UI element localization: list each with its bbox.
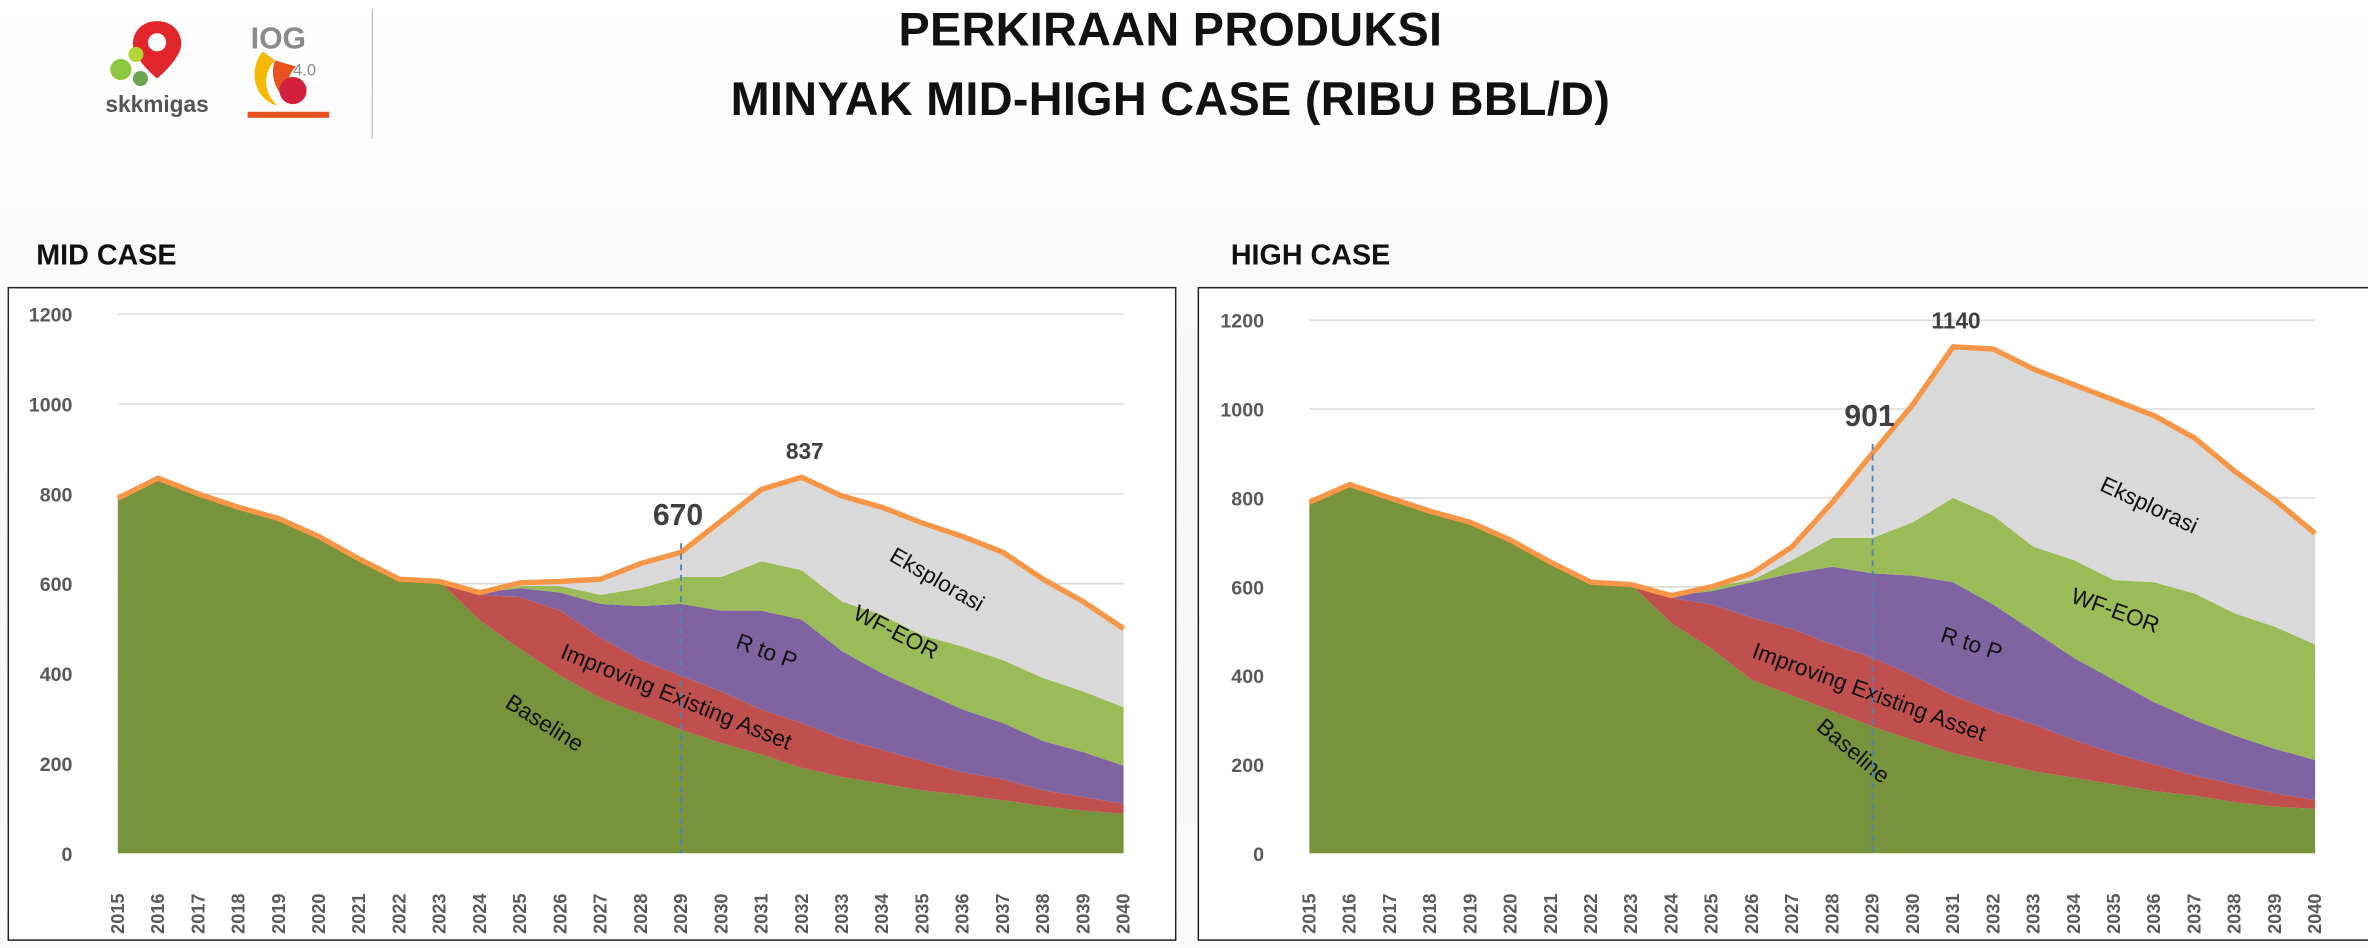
x-tick-label: 2031 bbox=[752, 894, 772, 934]
annotation-label: 670 bbox=[653, 499, 703, 532]
x-tick-label: 2039 bbox=[1073, 894, 1093, 934]
x-tick-label: 2025 bbox=[1702, 894, 1722, 934]
x-tick-label: 2023 bbox=[1621, 894, 1641, 934]
y-tick-label: 0 bbox=[1253, 844, 1264, 866]
x-tick-label: 2016 bbox=[1340, 894, 1360, 934]
x-tick-label: 2019 bbox=[1460, 894, 1480, 934]
x-tick-label: 2040 bbox=[1114, 894, 1134, 934]
y-tick-label: 1000 bbox=[29, 395, 73, 417]
x-tick-label: 2024 bbox=[470, 894, 490, 934]
x-tick-label: 2036 bbox=[2144, 894, 2164, 934]
x-tick-label: 2015 bbox=[108, 894, 128, 934]
x-tick-label: 2017 bbox=[1380, 894, 1400, 934]
skkmigas-logo: skkmigas bbox=[100, 18, 215, 124]
x-tick-label: 2026 bbox=[1742, 894, 1762, 934]
y-tick-label: 200 bbox=[40, 754, 73, 776]
mid-case-title: MID CASE bbox=[36, 240, 176, 273]
x-tick-label: 2018 bbox=[229, 894, 249, 934]
x-tick-label: 2026 bbox=[550, 894, 570, 934]
skkmigas-pin-icon bbox=[100, 18, 215, 94]
x-tick-label: 2028 bbox=[631, 894, 651, 934]
x-tick-label: 2029 bbox=[671, 894, 691, 934]
x-tick-label: 2022 bbox=[1581, 894, 1601, 934]
y-tick-label: 1200 bbox=[29, 305, 73, 327]
x-tick-label: 2031 bbox=[1943, 894, 1963, 934]
page-title-line1: PERKIRAAN PRODUKSI bbox=[574, 3, 1767, 57]
page-title-line2: MINYAK MID-HIGH CASE (RIBU BBL/D) bbox=[574, 72, 1767, 126]
x-tick-label: 2023 bbox=[430, 894, 450, 934]
x-tick-label: 2028 bbox=[1822, 894, 1842, 934]
x-tick-label: 2019 bbox=[269, 894, 289, 934]
y-tick-label: 400 bbox=[1231, 666, 1264, 688]
high-case-title: HIGH CASE bbox=[1231, 240, 1390, 273]
y-tick-label: 600 bbox=[40, 574, 73, 596]
x-tick-label: 2036 bbox=[953, 894, 973, 934]
x-tick-label: 2033 bbox=[832, 894, 852, 934]
y-tick-label: 0 bbox=[62, 844, 73, 866]
x-tick-label: 2016 bbox=[148, 894, 168, 934]
x-tick-label: 2025 bbox=[510, 894, 530, 934]
x-tick-label: 2038 bbox=[2225, 894, 2245, 934]
x-tick-label: 2017 bbox=[188, 894, 208, 934]
y-tick-label: 600 bbox=[1231, 577, 1264, 599]
y-tick-label: 800 bbox=[1231, 488, 1264, 510]
x-tick-label: 2032 bbox=[792, 894, 812, 934]
y-tick-label: 1000 bbox=[1220, 400, 1264, 422]
annotation-label: 837 bbox=[786, 438, 824, 464]
x-tick-label: 2034 bbox=[2064, 894, 2084, 934]
x-tick-label: 2020 bbox=[1501, 894, 1521, 934]
x-tick-label: 2027 bbox=[1782, 894, 1802, 934]
x-tick-label: 2018 bbox=[1420, 894, 1440, 934]
x-tick-label: 2038 bbox=[1033, 894, 1053, 934]
x-tick-label: 2032 bbox=[1983, 894, 2003, 934]
svg-text:4.0: 4.0 bbox=[293, 61, 316, 80]
x-tick-label: 2035 bbox=[2104, 894, 2124, 934]
x-tick-label: 2024 bbox=[1661, 894, 1681, 934]
x-tick-label: 2020 bbox=[309, 894, 329, 934]
x-tick-label: 2030 bbox=[1903, 894, 1923, 934]
x-tick-label: 2015 bbox=[1299, 894, 1319, 934]
y-tick-label: 200 bbox=[1231, 755, 1264, 777]
annotation-label: 1140 bbox=[1932, 308, 1981, 334]
x-tick-label: 2021 bbox=[1541, 894, 1561, 934]
x-tick-label: 2033 bbox=[2024, 894, 2044, 934]
x-tick-label: 2029 bbox=[1863, 894, 1883, 934]
y-tick-label: 800 bbox=[40, 484, 73, 506]
x-tick-label: 2030 bbox=[711, 894, 731, 934]
x-tick-label: 2037 bbox=[2184, 894, 2204, 934]
y-tick-label: 1200 bbox=[1220, 311, 1264, 333]
x-tick-label: 2034 bbox=[872, 894, 892, 934]
skkmigas-logo-text: skkmigas bbox=[100, 92, 215, 118]
x-tick-label: 2027 bbox=[591, 894, 611, 934]
x-tick-label: 2021 bbox=[349, 894, 369, 934]
x-tick-label: 2039 bbox=[2265, 894, 2285, 934]
x-tick-label: 2022 bbox=[389, 894, 409, 934]
header-divider bbox=[372, 9, 374, 139]
y-tick-label: 400 bbox=[40, 664, 73, 686]
x-tick-label: 2037 bbox=[993, 894, 1013, 934]
annotation-label: 901 bbox=[1844, 400, 1894, 433]
svg-text:IOG: IOG bbox=[251, 22, 306, 55]
iog-logo-icon: IOG 4.0 bbox=[242, 15, 336, 124]
iog-logo: IOG 4.0 bbox=[242, 15, 336, 124]
x-tick-label: 2040 bbox=[2305, 894, 2325, 934]
x-tick-label: 2035 bbox=[912, 894, 932, 934]
